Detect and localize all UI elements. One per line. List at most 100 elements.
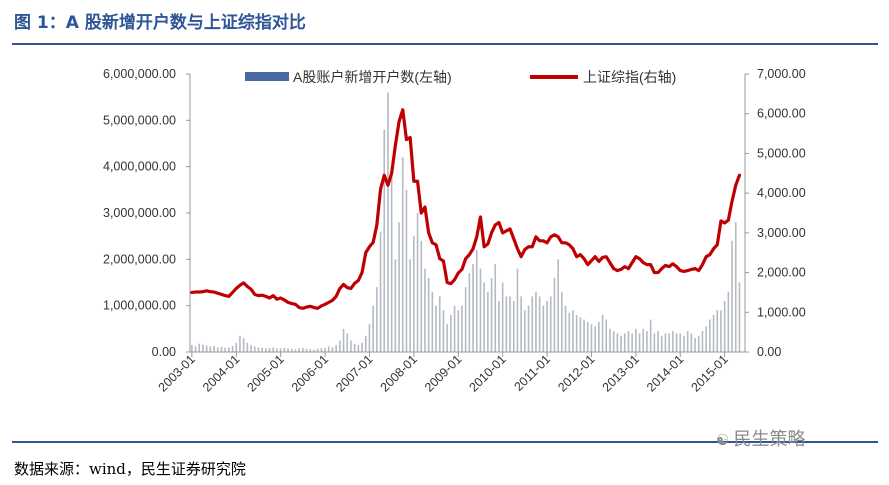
bar <box>287 348 289 352</box>
legend: A股账户新增开户数(左轴) 上证综指(右轴) <box>245 69 676 85</box>
y-right-tick-label: 6,000.00 <box>757 107 806 121</box>
bar <box>490 277 493 352</box>
x-tick-label: 2011-01 <box>511 352 553 394</box>
bar <box>350 340 352 352</box>
x-tick-label: 2013-01 <box>600 352 642 394</box>
watermark: ☯ 民生策略 <box>716 425 805 451</box>
bar <box>398 222 400 352</box>
bar <box>627 331 630 352</box>
bar <box>331 347 334 352</box>
bar <box>731 240 733 352</box>
bar <box>660 335 663 352</box>
bar <box>609 328 611 352</box>
bar <box>265 348 267 352</box>
legend-label-line: 上证综指(右轴) <box>583 69 676 85</box>
bar <box>561 291 563 352</box>
bar <box>424 268 426 352</box>
bar <box>353 343 356 352</box>
bar <box>383 129 386 352</box>
bar <box>475 250 478 352</box>
bar <box>302 347 304 352</box>
bar <box>494 263 497 352</box>
bar <box>583 319 585 352</box>
bar <box>527 305 530 352</box>
y-left-tick-label: 4,000,000.00 <box>103 160 176 174</box>
bar <box>239 335 241 352</box>
bar <box>524 310 526 352</box>
bar <box>701 331 704 352</box>
bar <box>620 335 622 352</box>
bar <box>209 346 212 352</box>
bar <box>342 328 345 352</box>
bar <box>202 344 204 352</box>
bar <box>631 333 633 352</box>
bar <box>250 345 252 352</box>
bar <box>290 348 293 352</box>
bar <box>679 333 682 352</box>
bar <box>649 319 652 352</box>
bar <box>709 319 711 352</box>
bar <box>409 259 411 352</box>
bar <box>712 314 715 352</box>
bar <box>468 273 471 352</box>
bar <box>520 296 522 352</box>
bar <box>579 317 582 352</box>
bar <box>268 347 271 352</box>
bar <box>605 319 608 352</box>
y-left-tick-label: 5,000,000.00 <box>103 113 176 127</box>
bar <box>509 296 511 352</box>
bar <box>479 268 482 352</box>
bar <box>601 314 604 352</box>
y-left-tick-label: 3,000,000.00 <box>103 206 176 220</box>
bar <box>472 263 474 352</box>
bar <box>279 348 282 352</box>
bar <box>309 349 312 352</box>
bar <box>316 348 319 352</box>
bar <box>387 92 389 352</box>
bar <box>598 321 600 352</box>
bar <box>564 305 567 352</box>
bar <box>572 310 574 352</box>
footer-rule <box>12 441 878 443</box>
bar <box>594 326 596 352</box>
bar <box>228 347 230 352</box>
bar <box>361 342 363 352</box>
bar <box>224 347 226 352</box>
bar <box>427 277 430 352</box>
bar <box>720 310 722 352</box>
bar <box>438 296 441 352</box>
bar <box>642 328 645 352</box>
bar <box>664 333 667 352</box>
bar <box>390 166 393 352</box>
bar <box>446 324 448 352</box>
x-tick-label: 2007-01 <box>333 352 375 394</box>
bar <box>346 333 349 352</box>
bar <box>623 333 626 352</box>
bar <box>727 291 730 352</box>
bar <box>405 189 408 352</box>
bar <box>246 342 249 352</box>
y-left-tick-label: 6,000,000.00 <box>103 67 176 81</box>
bar <box>686 331 689 352</box>
bar <box>450 314 452 352</box>
x-tick-label: 2010-01 <box>466 352 508 394</box>
bar <box>612 331 615 352</box>
bar <box>672 331 674 352</box>
bar <box>487 291 489 352</box>
bar <box>716 310 719 352</box>
bar <box>705 326 707 352</box>
y-right-tick-label: 7,000.00 <box>757 67 806 81</box>
y-right-tick-label: 1,000.00 <box>757 305 806 319</box>
bar <box>272 347 275 352</box>
bar <box>431 291 434 352</box>
bar-series <box>191 92 741 352</box>
bar <box>568 312 571 352</box>
bar <box>298 348 300 352</box>
bar <box>420 240 423 352</box>
chart-title: 图 1：A 股新增开户数与上证综指对比 <box>14 13 306 33</box>
bar <box>483 282 485 352</box>
bar <box>694 338 696 352</box>
header-rule <box>12 43 878 45</box>
bar <box>635 328 637 352</box>
bar <box>372 305 374 352</box>
